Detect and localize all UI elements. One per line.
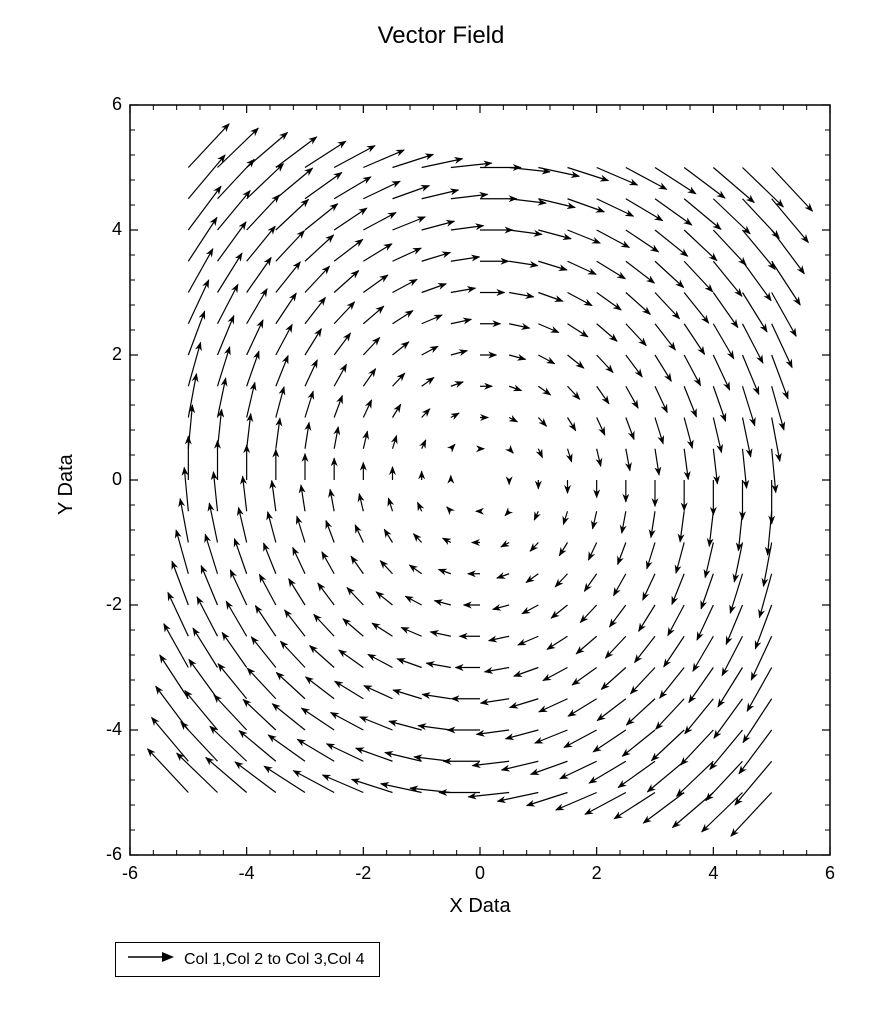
y-tick-label: -6 <box>92 844 122 865</box>
y-tick-label: -4 <box>92 719 122 740</box>
x-tick-label: 4 <box>698 863 728 884</box>
y-tick-label: 2 <box>92 344 122 365</box>
x-tick-label: 0 <box>465 863 495 884</box>
y-tick-label: 6 <box>92 94 122 115</box>
y-tick-label: -2 <box>92 594 122 615</box>
x-tick-label: -2 <box>348 863 378 884</box>
x-axis-label: X Data <box>130 895 830 918</box>
x-tick-label: 2 <box>582 863 612 884</box>
vector-field-plot <box>129 104 831 856</box>
x-tick-label: 6 <box>815 863 845 884</box>
y-axis-label: Y Data <box>55 454 78 515</box>
legend-label: Col 1,Col 2 to Col 3,Col 4 <box>184 951 365 969</box>
y-tick-label: 0 <box>92 469 122 490</box>
y-tick-label: 4 <box>92 219 122 240</box>
chart-title: Vector Field <box>0 22 882 50</box>
legend-arrow-icon <box>126 949 174 970</box>
legend: Col 1,Col 2 to Col 3,Col 4 <box>115 942 380 977</box>
x-tick-label: -4 <box>232 863 262 884</box>
page: Vector Field Y Data X Data -6 -4 -2 0 2 4 6 -6 -… <box>0 0 882 1015</box>
x-tick-label: -6 <box>115 863 145 884</box>
